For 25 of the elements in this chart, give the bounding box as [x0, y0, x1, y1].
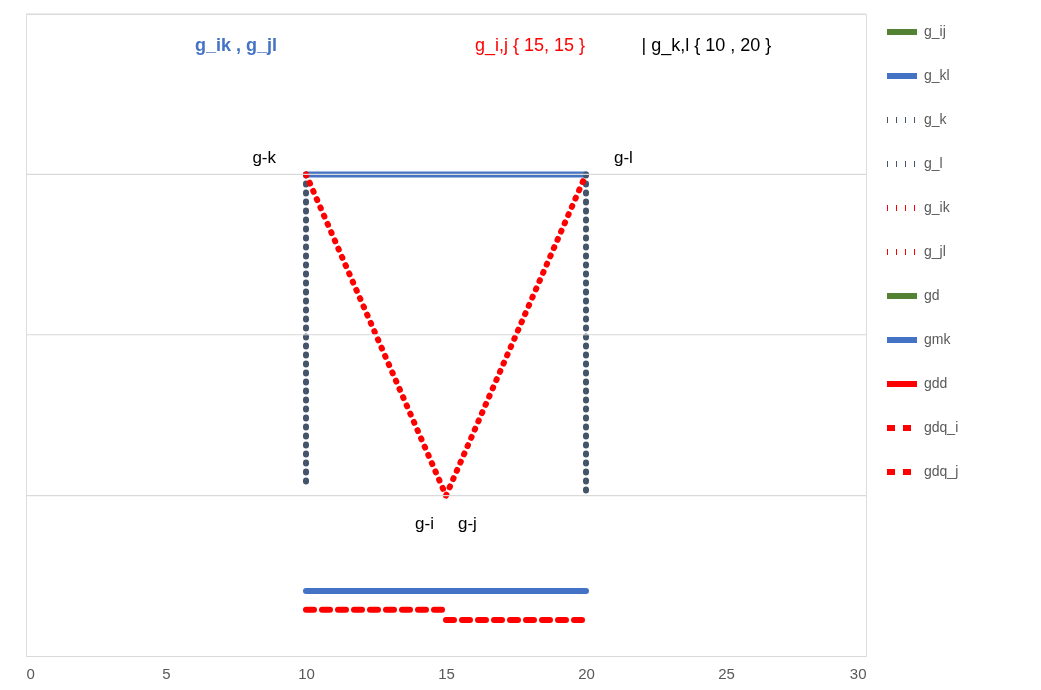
x-tick-label: 5 [162, 664, 171, 682]
x-tick-label: 15 [438, 664, 455, 682]
legend-label: gdq_i [924, 419, 959, 435]
legend-label: gdd [924, 375, 948, 391]
text: g_ik , g_jl [194, 35, 278, 55]
legend-label: g_jl [924, 243, 946, 259]
annotation: g-i [415, 513, 434, 533]
legend-label: gd [924, 287, 940, 303]
x-tick-label: 20 [578, 664, 595, 682]
legend-label: gmk [924, 331, 952, 347]
annotation: g-k [252, 148, 277, 168]
legend-label: gdq_j [924, 463, 959, 479]
annotation: g-l [614, 148, 633, 168]
x-tick-label: 10 [298, 664, 315, 682]
legend-label: g_ij [924, 23, 946, 39]
text: g_i,j { 15, 15 } [474, 35, 586, 56]
legend-label: g_l [924, 155, 943, 171]
x-tick-label: 25 [718, 664, 735, 682]
x-tick-label: 0 [26, 664, 35, 682]
legend-label: g_k [924, 111, 948, 127]
x-tick-label: 30 [849, 664, 867, 682]
annotation: g-j [458, 513, 477, 533]
text: | g_k,l { 10 , 20 } [641, 35, 772, 56]
legend-label: g_ik [924, 199, 951, 215]
legend-label: g_kl [924, 67, 950, 83]
